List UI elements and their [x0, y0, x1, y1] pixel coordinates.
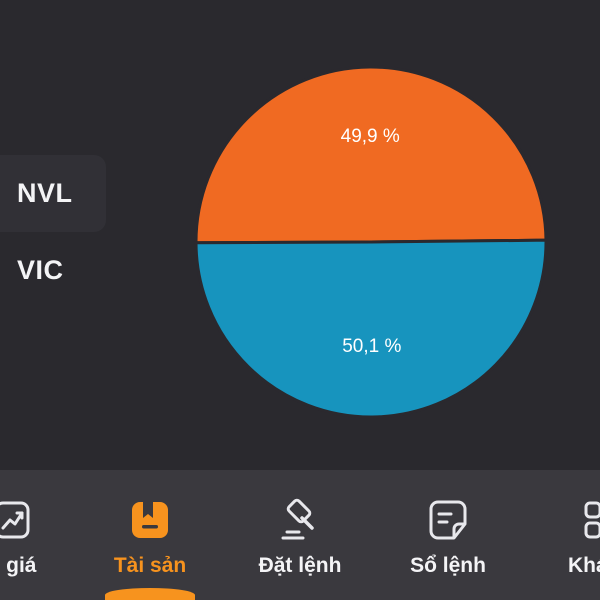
- nav-label-order-book: Sổ lệnh: [410, 554, 486, 577]
- nav-item-place-order[interactable]: Đặt lệnh: [225, 470, 375, 600]
- pie-slice-vic[interactable]: [194, 238, 548, 419]
- nav-label-more: Khá: [568, 554, 600, 577]
- nav-label-place-order: Đặt lệnh: [258, 554, 342, 577]
- legend-item-nvl[interactable]: NVL: [0, 155, 106, 232]
- active-tab-indicator: [105, 588, 195, 600]
- legend-label: NVL: [17, 178, 73, 208]
- chart-trend-icon: [0, 501, 30, 539]
- pie-chart-svg: 49,9 % 50,1 %: [194, 65, 548, 419]
- grid-icon: [584, 501, 600, 539]
- portfolio-allocation-view: NVL VIC 49,9 % 50,1 %: [0, 65, 548, 419]
- nav-item-order-book[interactable]: Sổ lệnh: [373, 470, 523, 600]
- pie-chart: 49,9 % 50,1 %: [194, 65, 548, 419]
- pie-label-vic: 50,1 %: [342, 336, 401, 357]
- wallet-icon: [132, 502, 168, 538]
- legend-item-vic[interactable]: VIC: [0, 232, 106, 309]
- gavel-icon: [281, 498, 314, 540]
- pie-label-nvl: 49,9 %: [341, 126, 400, 147]
- legend-label: VIC: [17, 255, 64, 285]
- order-book-icon: [429, 500, 467, 540]
- bottom-navigation: g giá Tài sản Đặt lệnh Sổ lệnh: [0, 470, 600, 600]
- nav-label-price-board: g giá: [0, 554, 37, 577]
- pie-slice-nvl[interactable]: [194, 65, 548, 245]
- nav-item-price-board[interactable]: g giá: [0, 470, 87, 600]
- nav-item-more[interactable]: Khá: [528, 470, 600, 600]
- nav-item-assets[interactable]: Tài sản: [75, 470, 225, 600]
- nav-label-assets: Tài sản: [113, 554, 187, 577]
